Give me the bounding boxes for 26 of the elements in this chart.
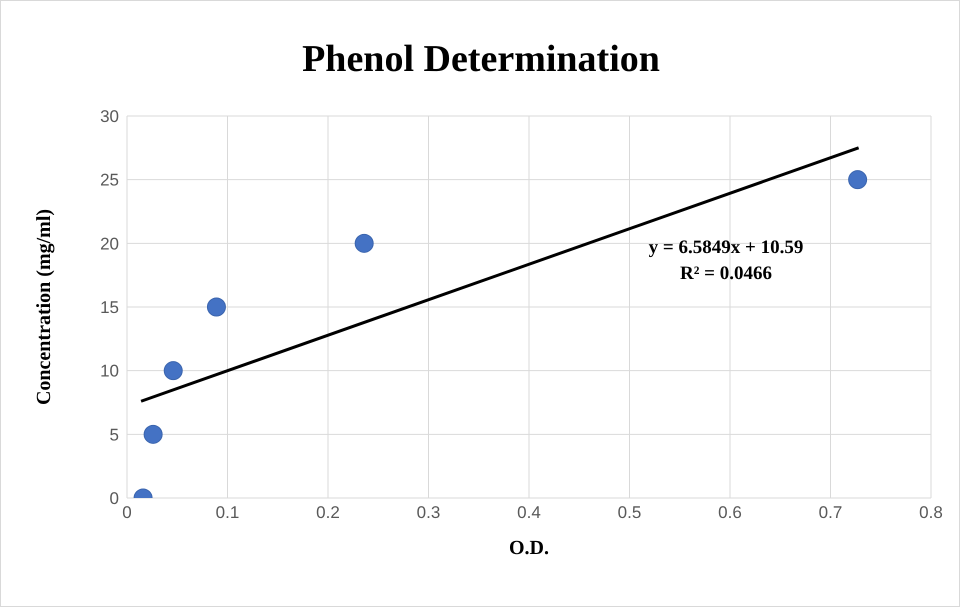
x-tick-label: 0.5: [618, 503, 642, 522]
y-tick-label: 5: [110, 425, 119, 444]
y-tick-label: 20: [100, 234, 119, 254]
point: [164, 361, 183, 380]
x-tick-label: 0.1: [216, 503, 240, 522]
x-tick-label: 0: [122, 503, 132, 522]
x-tick-label: 0.3: [416, 503, 440, 522]
y-tick-label: 15: [100, 298, 119, 318]
x-tick-label: 0.2: [316, 503, 340, 522]
point: [144, 424, 163, 444]
point: [848, 170, 868, 190]
annotation: R² = 0.0466: [679, 262, 773, 286]
y-tick-label: 0: [110, 489, 119, 508]
y-tick-label: 10: [100, 362, 119, 381]
x-tick-label: 0.8: [919, 503, 943, 522]
x-tick-label: 0.7: [818, 503, 842, 522]
chart-title: Phenol Determination: [301, 37, 661, 81]
x-axis-title: O.D.: [509, 537, 549, 559]
x-tick-label: 0.4: [517, 503, 541, 522]
annotation: y = 6.5849x + 10.59: [648, 236, 804, 260]
y-tick-label: 30: [100, 107, 119, 126]
y-axis-title: Concentration (mg/ml): [33, 208, 56, 406]
x-tick-label: 0.6: [718, 503, 742, 522]
point: [354, 234, 374, 253]
point: [206, 298, 226, 316]
y-tick-label: 25: [100, 170, 119, 190]
